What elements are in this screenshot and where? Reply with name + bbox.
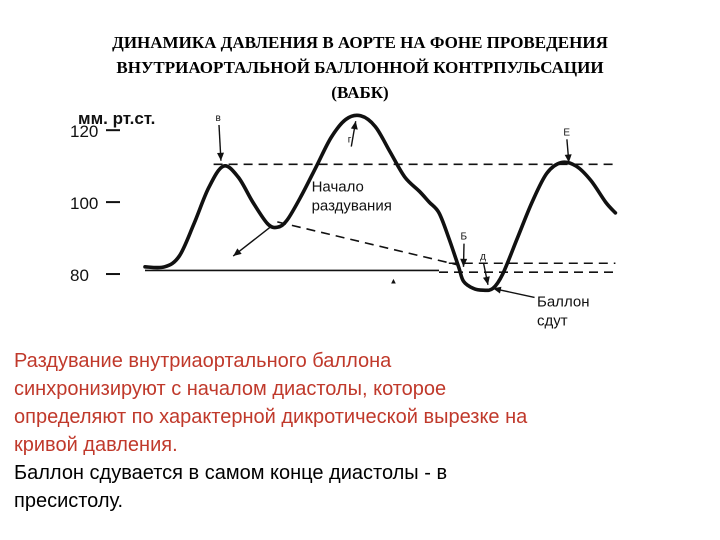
annotation-arrow-1-head — [492, 286, 502, 294]
y-tick-label-0: 80 — [70, 266, 89, 285]
pressure-curve-0 — [143, 113, 618, 293]
paragraph-1-line-1: Раздувание внутриаортального баллона — [14, 350, 392, 372]
annotation-0-line-0: Начало — [312, 178, 364, 195]
body-text: Раздувание внутриаортального баллона син… — [14, 347, 714, 515]
paragraph-2-line-1: Баллон сдувается в самом конце диастолы … — [14, 462, 448, 484]
annotation-arrow-0 — [232, 224, 273, 257]
baseline-marker: ▲ — [389, 277, 397, 286]
title-line-1: ДИНАМИКА ДАВЛЕНИЯ В АОРТЕ НА ФОНЕ ПРОВЕД… — [112, 33, 608, 52]
paragraph-1: Раздувание внутриаортального баллона син… — [14, 347, 714, 459]
marker-letter-4: Е — [563, 127, 570, 138]
paragraph-1-line-2: синхронизируют с началом диастолы, котор… — [14, 378, 447, 400]
paragraph-1-line-3: определяют по характерной дикротической … — [14, 406, 528, 428]
marker-arrow-1-head — [350, 121, 358, 130]
marker-letter-3: д — [480, 251, 486, 262]
annotation-1-line-1: сдут — [537, 312, 568, 329]
marker-arrow-3-head — [482, 276, 490, 285]
title-line-3: (ВАБК) — [331, 83, 389, 102]
slide-title: ДИНАМИКА ДАВЛЕНИЯ В АОРТЕ НА ФОНЕ ПРОВЕД… — [40, 30, 680, 105]
marker-arrow-2-head — [460, 258, 468, 267]
paragraph-1-line-4: кривой давления. — [14, 434, 178, 456]
annotation-1-line-0: Баллон — [537, 293, 590, 310]
annotation-0-line-1: раздувания — [312, 197, 392, 214]
marker-letter-2: Б — [461, 232, 468, 243]
reference-line-1 — [277, 221, 459, 266]
paragraph-2-line-2: пресистолу. — [14, 490, 124, 512]
marker-letter-1: г — [348, 135, 352, 146]
y-tick-label-1: 100 — [70, 194, 98, 213]
annotation-arrow-0-head — [233, 248, 242, 257]
paragraph-2: Баллон сдувается в самом конце диастолы … — [14, 459, 714, 515]
title-line-2: ВНУТРИАОРТАЛЬНОЙ БАЛЛОННОЙ КОНТРПУЛЬСАЦИ… — [116, 58, 604, 77]
y-axis-label: мм. рт.ст. — [78, 109, 155, 128]
marker-arrow-0-head — [217, 152, 225, 161]
marker-letter-0: в — [216, 113, 221, 124]
marker-arrow-4-head — [564, 154, 572, 163]
y-tick-label-2: 120 — [70, 122, 98, 141]
